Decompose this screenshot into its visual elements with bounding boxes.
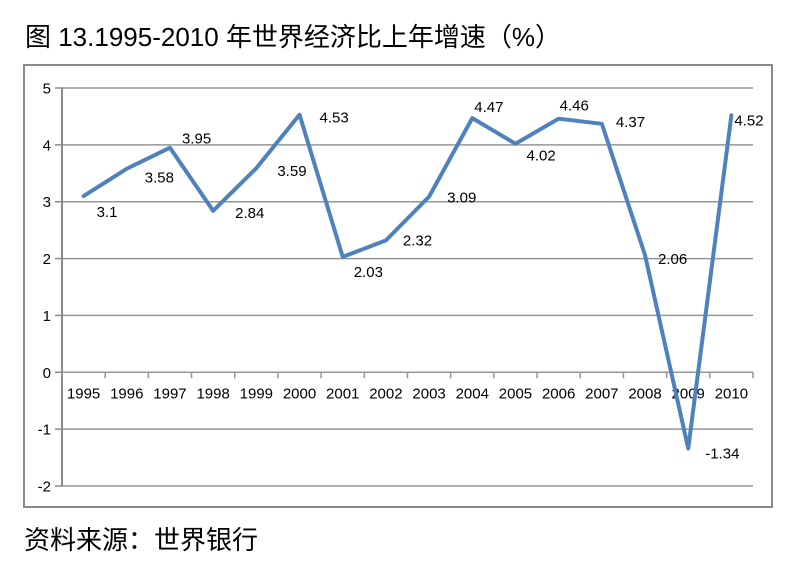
x-tick-label: 1995 bbox=[67, 385, 100, 402]
data-label: 3.95 bbox=[182, 131, 211, 148]
chart-title: 图 13.1995-2010 年世界经济比上年增速（%） bbox=[25, 22, 562, 52]
y-tick-label: 2 bbox=[43, 251, 51, 268]
y-tick-label: 1 bbox=[43, 308, 51, 325]
x-tick-label: 2004 bbox=[456, 385, 489, 402]
data-label: 4.53 bbox=[320, 110, 349, 127]
chart-frame: 5 4 3 2 1 0 -1 -2 1995 1996 1997 1998 1999 2000 2001 20… bbox=[23, 64, 773, 508]
data-label: 3.58 bbox=[145, 170, 174, 187]
data-label: 4.52 bbox=[734, 112, 763, 129]
data-label: -1.34 bbox=[705, 445, 739, 462]
y-tick-label: 0 bbox=[43, 365, 51, 382]
source-note: 资料来源：世界银行 bbox=[24, 525, 259, 555]
data-label: 3.1 bbox=[97, 204, 118, 221]
y-tick-label: -1 bbox=[38, 422, 51, 439]
x-tick-label: 1996 bbox=[110, 385, 143, 402]
x-tick-label: 2005 bbox=[499, 385, 532, 402]
x-tick-label: 1998 bbox=[196, 385, 229, 402]
data-label: 2.06 bbox=[658, 251, 687, 268]
x-tick-label: 2010 bbox=[715, 385, 748, 402]
data-label: 3.59 bbox=[277, 163, 306, 180]
data-label: 4.37 bbox=[616, 114, 645, 131]
x-tick-label: 2006 bbox=[542, 385, 575, 402]
data-label: 2.84 bbox=[235, 205, 264, 222]
data-label: 4.02 bbox=[526, 148, 555, 165]
y-tick-label: 4 bbox=[43, 137, 51, 154]
y-tick-label: -2 bbox=[38, 479, 51, 496]
line-chart: 5 4 3 2 1 0 -1 -2 1995 1996 1997 1998 1999 2000 2001 20… bbox=[38, 81, 764, 496]
x-tick-label: 1999 bbox=[240, 385, 273, 402]
y-tick-label: 3 bbox=[43, 194, 51, 211]
data-label: 2.32 bbox=[403, 232, 432, 249]
series-line bbox=[81, 112, 734, 451]
x-tick-label: 2003 bbox=[412, 385, 445, 402]
y-tick-label: 5 bbox=[43, 81, 51, 98]
x-tick-label: 2008 bbox=[628, 385, 661, 402]
data-label: 4.46 bbox=[560, 98, 589, 115]
data-label: 2.03 bbox=[354, 264, 383, 281]
x-tick-label: 1997 bbox=[153, 385, 186, 402]
data-label: 3.09 bbox=[447, 190, 476, 207]
x-tick-label: 2000 bbox=[283, 385, 316, 402]
data-label: 4.47 bbox=[474, 99, 503, 116]
x-tick-label: 2007 bbox=[585, 385, 618, 402]
x-tick-label: 2001 bbox=[326, 385, 359, 402]
x-tick-label: 2002 bbox=[369, 385, 402, 402]
